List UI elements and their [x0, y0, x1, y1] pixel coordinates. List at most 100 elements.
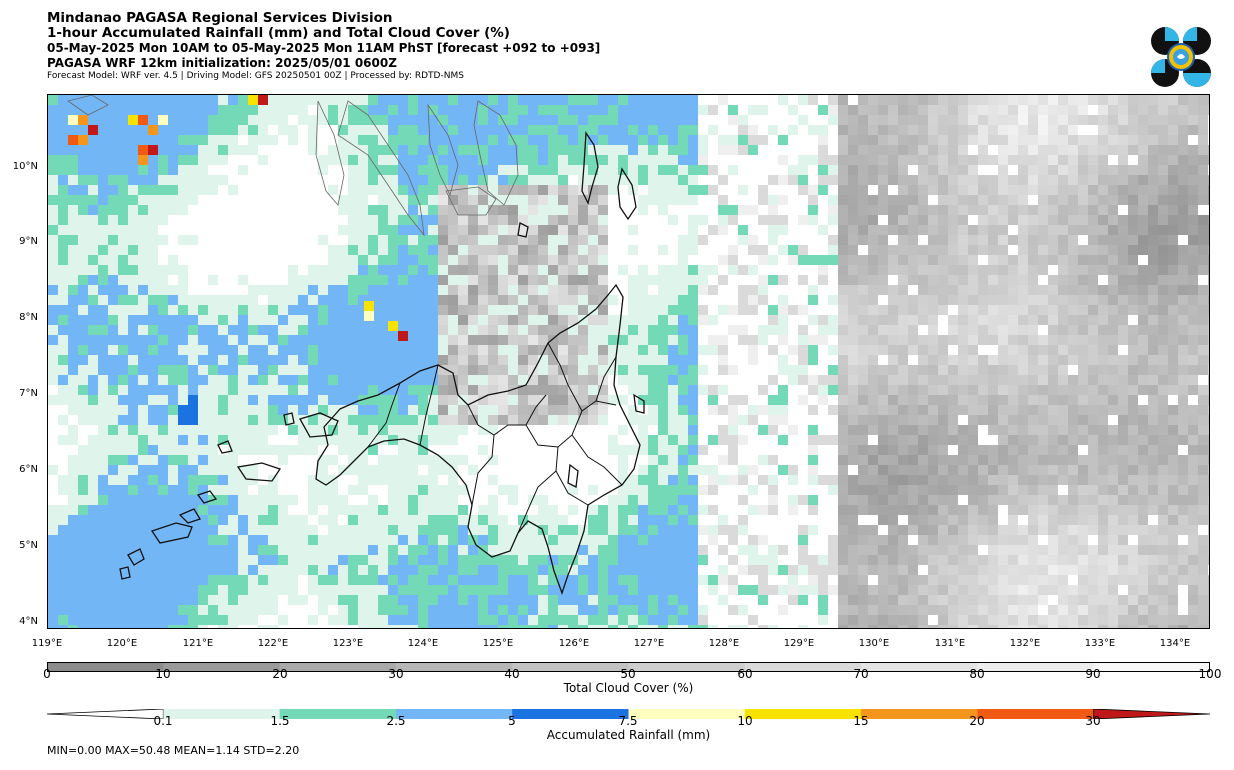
forecast-map[interactable]: [47, 94, 1210, 629]
grid-cell: [948, 365, 958, 375]
grid-cell: [98, 235, 108, 245]
grid-cell: [158, 295, 168, 305]
grid-cell: [198, 315, 208, 325]
grid-cell: [608, 335, 618, 345]
grid-cell: [1028, 255, 1038, 265]
grid-cell: [168, 345, 178, 355]
grid-cell: [188, 105, 198, 115]
grid-cell: [468, 95, 478, 105]
grid-cell: [398, 235, 408, 245]
grid-cell: [968, 435, 978, 445]
grid-cell: [1018, 475, 1028, 485]
grid-cell: [508, 315, 518, 325]
grid-cell: [528, 235, 538, 245]
grid-cell: [898, 105, 908, 115]
grid-cell: [368, 265, 378, 275]
grid-cell: [188, 125, 198, 135]
grid-cell: [878, 475, 888, 485]
grid-cell: [228, 565, 238, 575]
grid-cell: [1188, 325, 1198, 335]
grid-cell: [998, 215, 1008, 225]
grid-cell: [468, 315, 478, 325]
grid-cell: [868, 545, 878, 555]
grid-cell: [868, 205, 878, 215]
grid-cell: [948, 105, 958, 115]
grid-cell: [578, 135, 588, 145]
grid-cell: [728, 415, 738, 425]
grid-cell: [438, 345, 448, 355]
grid-cell: [88, 525, 98, 535]
grid-cell: [48, 125, 58, 135]
grid-cell: [238, 595, 248, 605]
grid-cell: [1108, 255, 1118, 265]
grid-cell: [678, 525, 688, 535]
grid-cell: [468, 255, 478, 265]
grid-cell: [378, 335, 388, 345]
grid-cell: [358, 485, 368, 495]
grid-cell: [448, 505, 458, 515]
grid-cell: [458, 485, 468, 495]
grid-cell: [108, 345, 118, 355]
grid-cell: [1048, 165, 1058, 175]
grid-cell: [988, 385, 998, 395]
grid-cell: [428, 495, 438, 505]
grid-cell: [338, 365, 348, 375]
grid-cell: [228, 585, 238, 595]
grid-cell: [148, 245, 158, 255]
grid-cell: [88, 265, 98, 275]
grid-cell: [528, 155, 538, 165]
grid-cell: [658, 435, 668, 445]
grid-cell: [1188, 125, 1198, 135]
grid-cell: [1178, 355, 1188, 365]
grid-cell: [1058, 415, 1068, 425]
grid-cell: [928, 475, 938, 485]
grid-cell: [1078, 335, 1088, 345]
grid-cell: [148, 435, 158, 445]
grid-cell: [928, 175, 938, 185]
grid-cell: [208, 125, 218, 135]
grid-cell: [1068, 145, 1078, 155]
grid-cell: [138, 455, 148, 465]
grid-cell: [828, 485, 838, 495]
grid-cell: [1098, 185, 1108, 195]
grid-cell: [208, 355, 218, 365]
grid-cell: [158, 305, 168, 315]
grid-cell: [538, 575, 548, 585]
grid-cell: [898, 145, 908, 155]
grid-cell: [998, 575, 1008, 585]
grid-cell: [348, 225, 358, 235]
grid-cell: [928, 325, 938, 335]
grid-cell: [198, 95, 208, 105]
grid-cell: [908, 545, 918, 555]
grid-cell: [78, 565, 88, 575]
grid-cell: [248, 135, 258, 145]
grid-cell: [98, 95, 108, 105]
grid-cell: [358, 105, 368, 115]
grid-cell: [988, 585, 998, 595]
grid-cell: [158, 525, 168, 535]
grid-cell: [618, 565, 628, 575]
grid-cell: [118, 105, 128, 115]
grid-cell: [998, 265, 1008, 275]
grid-cell: [1008, 445, 1018, 455]
grid-cell: [158, 445, 168, 455]
grid-cell: [648, 505, 658, 515]
grid-cell: [98, 265, 108, 275]
grid-cell: [398, 245, 408, 255]
grid-cell: [208, 405, 218, 415]
grid-cell: [748, 305, 758, 315]
grid-cell: [148, 425, 158, 435]
grid-cell: [1038, 115, 1048, 125]
grid-cell: [978, 575, 988, 585]
grid-cell: [1178, 115, 1188, 125]
grid-cell: [698, 345, 708, 355]
grid-cell: [488, 375, 498, 385]
grid-cell: [418, 265, 428, 275]
grid-cell: [518, 295, 528, 305]
grid-cell: [1008, 565, 1018, 575]
grid-cell: [428, 375, 438, 385]
grid-cell: [268, 405, 278, 415]
grid-cell: [328, 155, 338, 165]
grid-cell: [198, 555, 208, 565]
grid-cell: [238, 295, 248, 305]
